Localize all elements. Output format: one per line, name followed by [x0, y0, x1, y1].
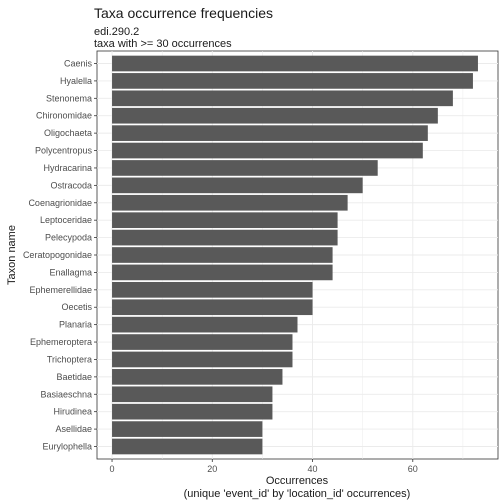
y-tick-labels: Caenis Hyalella Stenonema Chironomidae Oligo… [23, 59, 97, 452]
y-tick-label: Eurylophella [42, 442, 92, 452]
y-tick-label: Planaria [59, 320, 92, 330]
y-tick-label: Polycentropus [35, 146, 93, 156]
bar [112, 125, 428, 141]
y-tick-label: Ephemeroptera [30, 337, 92, 347]
bar [112, 160, 378, 176]
y-tick-label: Enallagma [49, 267, 92, 277]
bar [112, 281, 313, 298]
x-tick-label: 20 [207, 464, 217, 474]
y-tick-label: Coenagrionidae [28, 198, 92, 208]
y-tick-label: Basiaeschna [40, 389, 92, 399]
y-tick-label: Hyalella [60, 76, 92, 86]
x-tick-labels: 0 20 40 60 [110, 459, 418, 474]
x-tick-label: 40 [308, 464, 318, 474]
y-tick-label: Hydracarina [43, 163, 92, 173]
y-tick-label: Ostracoda [50, 180, 92, 190]
x-tick-label: 60 [408, 464, 418, 474]
bar [112, 421, 263, 437]
bar [112, 73, 473, 89]
bar [112, 438, 263, 455]
y-tick-label: Oecetis [61, 302, 92, 312]
bar [112, 107, 438, 124]
bar [112, 264, 333, 281]
bar [112, 212, 338, 229]
bar [112, 142, 423, 159]
bar [112, 386, 273, 403]
y-tick-label: Trichoptera [47, 354, 92, 364]
bar [112, 229, 338, 246]
y-axis-label: Taxon name [6, 225, 18, 285]
bar [112, 247, 333, 263]
bar [112, 194, 348, 211]
bar [112, 351, 293, 368]
y-tick-label: Stenonema [46, 93, 92, 103]
y-tick-label: Baetidae [56, 372, 92, 382]
y-tick-label: Hirudinea [53, 407, 92, 417]
y-tick-label: Oligochaeta [44, 128, 92, 138]
bar [112, 177, 363, 194]
bar [112, 299, 313, 316]
bars [112, 55, 478, 455]
x-tick-label: 0 [110, 464, 115, 474]
bar [112, 403, 273, 420]
y-tick-label: Leptoceridae [40, 215, 92, 225]
bar [112, 316, 298, 333]
bar [112, 55, 478, 72]
bar [112, 90, 453, 107]
chart-subtitle-line-2: taxa with >= 30 occurrences [94, 38, 232, 50]
y-tick-label: Chironomidae [36, 111, 92, 121]
y-tick-label: Ceratopogonidae [23, 250, 92, 260]
chart-title: Taxa occurrence frequencies [94, 5, 273, 21]
y-tick-label: Pelecypoda [45, 233, 92, 243]
chart-subtitle-line-1: edi.290.2 [94, 26, 139, 38]
bar [112, 334, 293, 350]
x-axis-label: Occurrences [266, 475, 329, 487]
x-axis-label-subtitle: (unique 'event_id' by 'location_id' occu… [184, 488, 411, 500]
y-tick-label: Ephemerellidae [29, 285, 92, 295]
y-tick-label: Caenis [64, 59, 93, 69]
y-tick-label: Asellidae [55, 424, 92, 434]
bar [112, 369, 283, 385]
